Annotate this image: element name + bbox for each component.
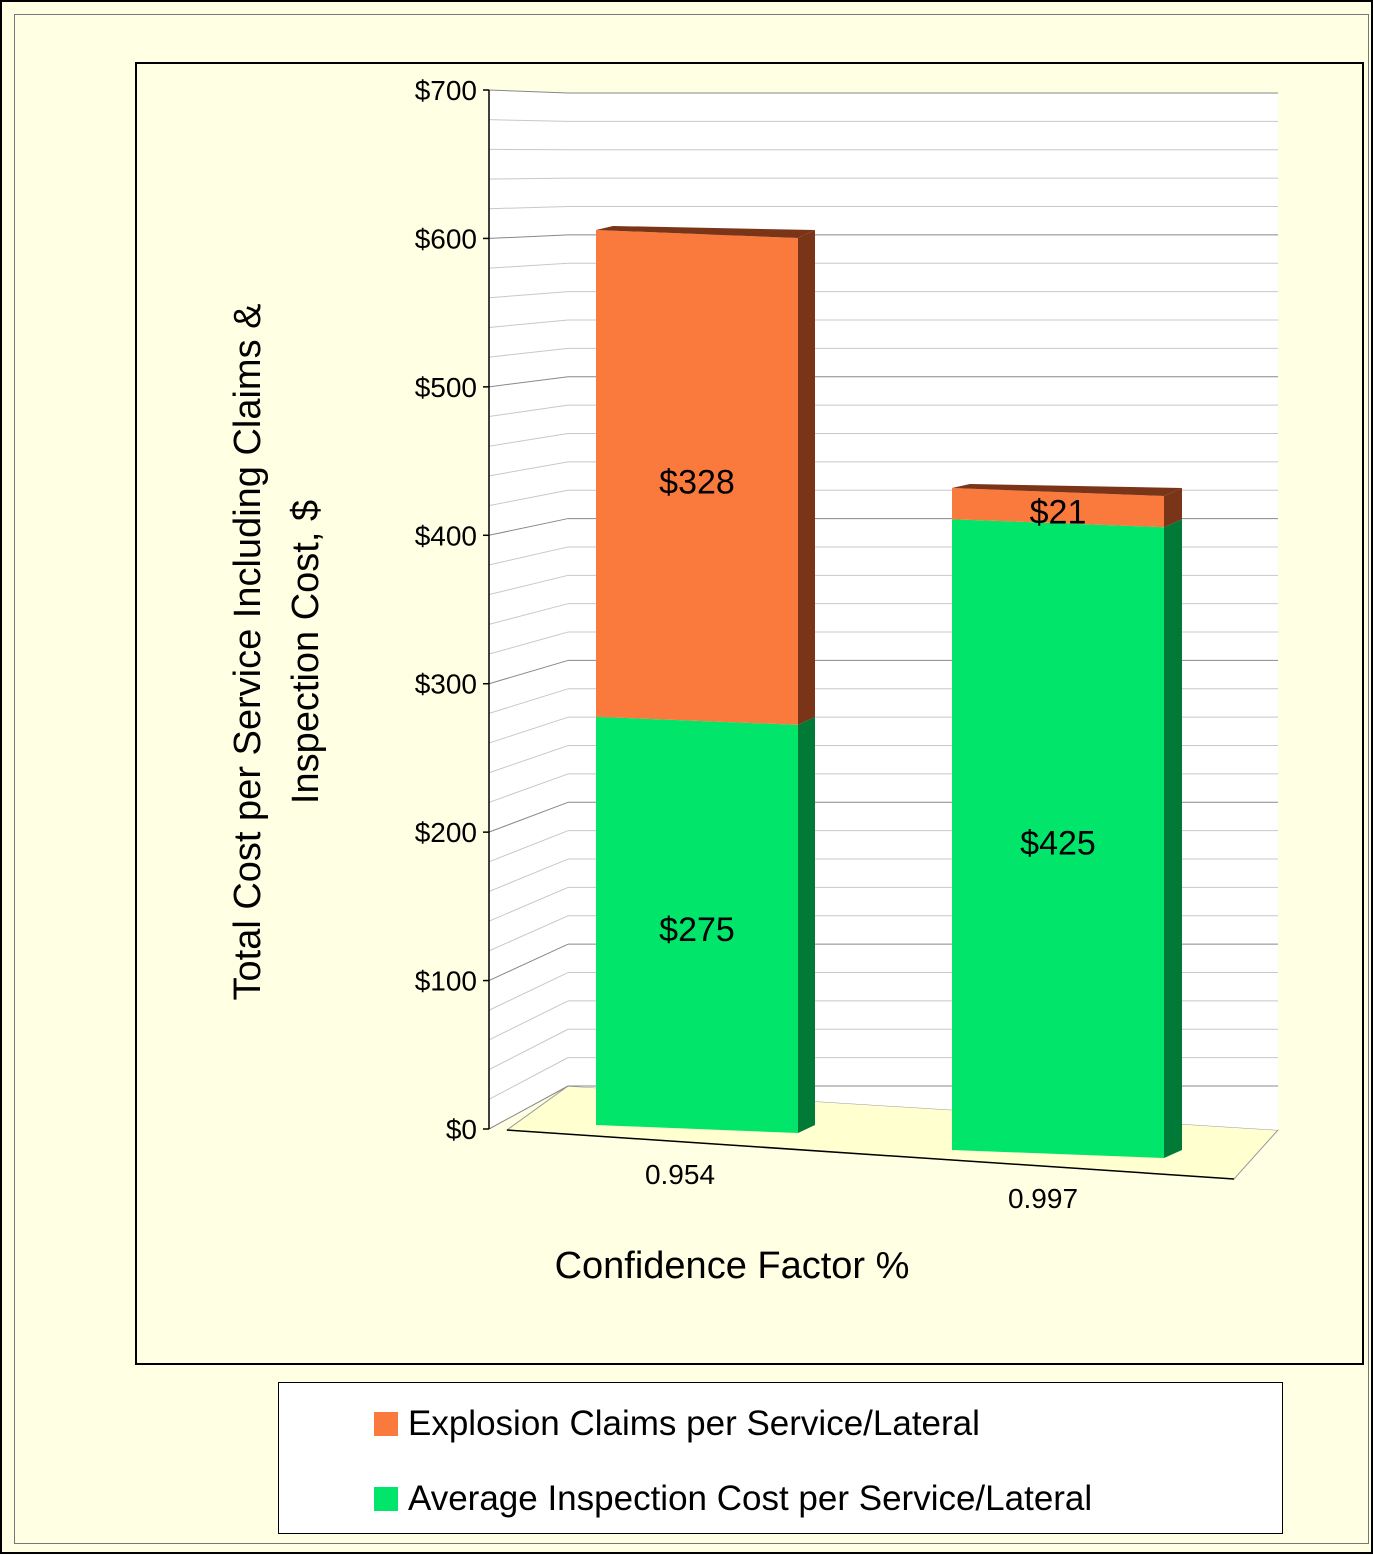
bar-side-explosion-0 [798, 230, 815, 725]
y-axis-title-line: Total Cost per Service Including Claims … [227, 304, 269, 1001]
bar-side-inspection-1 [1164, 519, 1182, 1158]
y-tick-label: $100 [415, 966, 477, 997]
y-axis-title-line: Inspection Cost, $ [285, 500, 327, 804]
legend-swatch-explosion [374, 1412, 398, 1436]
data-label-inspection-1: $425 [1020, 825, 1096, 863]
y-tick-label: $0 [446, 1114, 477, 1145]
y-tick-label: $300 [415, 669, 477, 700]
legend-label-explosion: Explosion Claims per Service/Lateral [408, 1404, 980, 1444]
legend-swatch-inspection [374, 1487, 398, 1511]
legend-item-inspection: Average Inspection Cost per Service/Late… [374, 1479, 1092, 1519]
y-tick-label: $400 [415, 520, 477, 551]
legend-label-inspection: Average Inspection Cost per Service/Late… [408, 1479, 1092, 1519]
data-label-explosion-1: $21 [1030, 494, 1087, 532]
y-tick-label: $500 [415, 372, 477, 403]
legend-item-explosion: Explosion Claims per Service/Lateral [374, 1404, 980, 1444]
x-axis-title: Confidence Factor % [555, 1245, 910, 1287]
x-tick-label: 0.954 [645, 1159, 715, 1190]
y-tick-label: $700 [415, 75, 477, 106]
data-label-explosion-0: $328 [659, 463, 735, 501]
y-tick-label: $600 [415, 223, 477, 254]
chart-legend: Explosion Claims per Service/Lateral Ave… [278, 1382, 1283, 1534]
x-tick-label: 0.997 [1008, 1183, 1078, 1214]
bar-side-inspection-0 [798, 717, 815, 1133]
y-tick-label: $200 [415, 817, 477, 848]
chart-left-wall [489, 90, 568, 1129]
data-label-inspection-0: $275 [659, 911, 735, 949]
